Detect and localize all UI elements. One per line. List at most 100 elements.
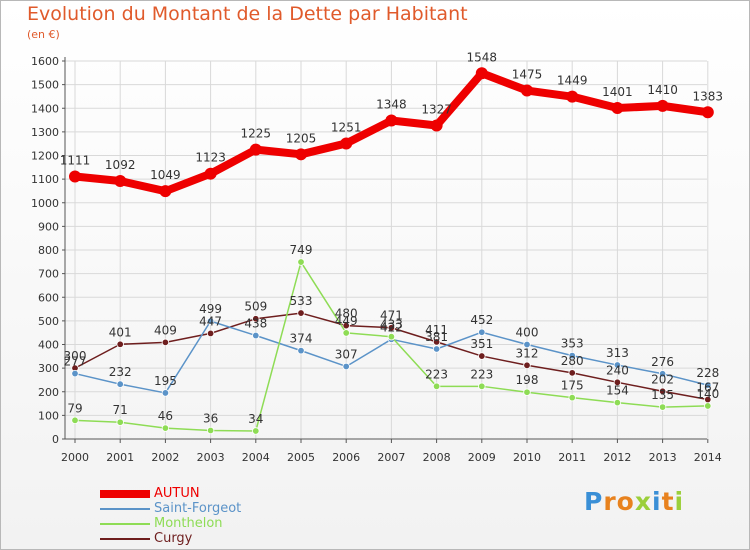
data-label: 71: [113, 403, 128, 417]
data-point: [204, 167, 217, 180]
data-label: 1251: [331, 120, 362, 134]
data-point: [478, 328, 486, 336]
data-label: 300: [64, 349, 87, 363]
data-label: 1123: [195, 151, 226, 165]
data-point: [71, 369, 79, 378]
data-label: 276: [651, 355, 674, 369]
data-label: 1049: [150, 168, 181, 182]
data-label: 471: [380, 309, 403, 323]
data-label: 46: [158, 409, 173, 423]
x-tick-label: 2003: [197, 451, 225, 464]
x-tick-label: 2012: [603, 451, 631, 464]
x-tick-label: 2004: [242, 451, 270, 464]
unit-label: (en €): [27, 28, 60, 41]
data-label: 223: [425, 367, 448, 381]
data-label: 353: [561, 337, 584, 351]
y-tick-label: 1500: [31, 79, 59, 92]
y-tick-label: 200: [38, 386, 59, 399]
legend-swatch-autun: [100, 490, 150, 498]
data-point: [387, 333, 396, 341]
data-point: [523, 361, 531, 369]
y-tick-label: 1300: [31, 126, 59, 139]
y-tick-label: 600: [38, 291, 59, 304]
data-label: 533: [290, 294, 313, 308]
data-point: [432, 345, 441, 353]
data-point: [432, 382, 441, 391]
x-tick-label: 2000: [61, 451, 89, 464]
chart-title: Evolution du Montant de la Dette par Hab…: [27, 3, 468, 25]
data-point: [478, 352, 486, 360]
logo-letter: o: [616, 487, 635, 516]
data-point: [385, 114, 398, 127]
y-tick-label: 300: [38, 362, 59, 375]
data-label: 195: [154, 374, 177, 388]
data-point: [658, 370, 667, 378]
data-label: 480: [335, 307, 358, 321]
data-point: [566, 90, 579, 103]
data-point: [658, 387, 667, 395]
data-label: 400: [516, 326, 539, 340]
data-label: 1327: [421, 102, 452, 116]
data-label: 202: [651, 372, 674, 386]
data-label: 449: [335, 314, 358, 328]
data-point: [206, 426, 215, 435]
data-point: [523, 388, 531, 396]
data-point: [478, 382, 486, 391]
legend-label-monthelon: Monthelon: [154, 516, 223, 531]
x-tick-label: 2001: [106, 451, 134, 464]
logo-letter: i: [652, 487, 662, 516]
data-point: [613, 398, 622, 407]
data-label: 228: [696, 366, 719, 380]
data-label: 198: [516, 373, 539, 387]
data-point: [252, 427, 260, 435]
data-point: [430, 119, 443, 132]
x-tick-label: 2007: [377, 451, 405, 464]
x-tick-label: 2006: [332, 451, 360, 464]
data-point: [704, 402, 712, 410]
data-label: 1225: [241, 127, 272, 141]
legend-swatch-monthelon: [100, 523, 150, 525]
data-label: 438: [244, 317, 267, 331]
legend-label-curgy: Curgy: [154, 531, 193, 546]
data-label: 452: [470, 313, 493, 327]
data-point: [656, 99, 669, 112]
data-point: [613, 378, 622, 386]
data-point: [297, 309, 305, 317]
data-label: 307: [335, 347, 358, 361]
data-label: 1475: [512, 68, 543, 82]
data-point: [116, 380, 124, 388]
logo-letter: t: [661, 487, 675, 516]
x-tick-label: 2014: [694, 451, 722, 464]
y-tick-label: 1000: [31, 197, 59, 210]
data-point: [568, 393, 576, 402]
data-label: 401: [109, 325, 132, 339]
data-label: 79: [67, 401, 82, 415]
x-tick-label: 2009: [468, 451, 496, 464]
data-point: [297, 346, 305, 355]
data-point: [568, 351, 576, 360]
y-tick-label: 1600: [31, 55, 59, 68]
data-label: 167: [696, 381, 719, 395]
line-chart: 0 100 200 300 400 500 600 700 800 900 1000 1100 1200…: [31, 50, 723, 464]
x-tick-label: 2002: [151, 451, 179, 464]
y-tick-label: 1200: [31, 150, 59, 163]
data-point: [116, 418, 124, 426]
logo-letter: r: [603, 487, 617, 516]
data-label: 1548: [467, 50, 498, 64]
proxiti-logo: Proxiti: [584, 487, 684, 516]
data-point: [69, 170, 81, 183]
data-point: [161, 424, 170, 432]
data-point: [432, 338, 441, 346]
y-tick-label: 400: [38, 339, 59, 352]
x-tick-label: 2005: [287, 451, 315, 464]
data-label: 232: [109, 365, 132, 379]
data-point: [206, 317, 215, 325]
x-tick-label: 2013: [649, 451, 677, 464]
logo-letter: x: [634, 487, 652, 516]
data-point: [387, 324, 396, 332]
data-label: 411: [425, 323, 448, 337]
data-label: 409: [154, 323, 177, 337]
data-label: 312: [516, 346, 539, 360]
data-point: [342, 362, 350, 371]
